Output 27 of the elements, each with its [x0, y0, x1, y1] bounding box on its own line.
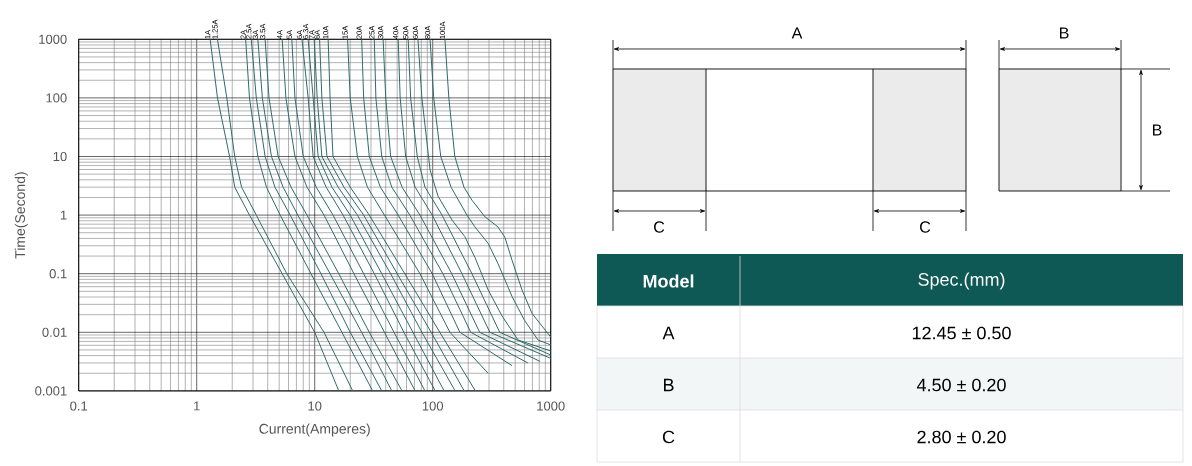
x-axis-title: Current(Amperes) [259, 423, 370, 437]
text: B [1152, 124, 1162, 136]
y-axis-title: Time(Second) [14, 172, 28, 259]
y-tick-label: 0.01 [42, 327, 67, 337]
text: 12.45 ± 0.50 [912, 326, 1011, 340]
y-tick-label: 0.001 [35, 386, 67, 396]
x-tick-label: 10 [308, 401, 322, 411]
text: 4.50 ± 0.20 [916, 378, 1006, 392]
y-tick-label: 100 [46, 93, 67, 103]
x-tick-label: 100 [422, 401, 444, 411]
y-tick-label: 10 [53, 151, 67, 162]
text: B [663, 378, 674, 392]
text: Model [643, 274, 694, 288]
text: B [1059, 27, 1069, 39]
text: C [920, 221, 931, 233]
y-tick-label: 1 [60, 210, 67, 220]
x-tick-label: 0.1 [70, 401, 88, 411]
text: C [662, 430, 675, 444]
text: Spec.(mm) [918, 272, 1005, 290]
text: A [791, 27, 803, 39]
y-tick-label: 1000 [39, 34, 67, 44]
text: 2.80 ± 0.20 [917, 430, 1006, 444]
text: A [662, 326, 675, 340]
y-tick-label: 0.1 [49, 269, 67, 279]
x-tick-label: 1000 [537, 401, 565, 411]
x-tick-label: 1 [194, 401, 200, 411]
text: C [654, 221, 665, 233]
